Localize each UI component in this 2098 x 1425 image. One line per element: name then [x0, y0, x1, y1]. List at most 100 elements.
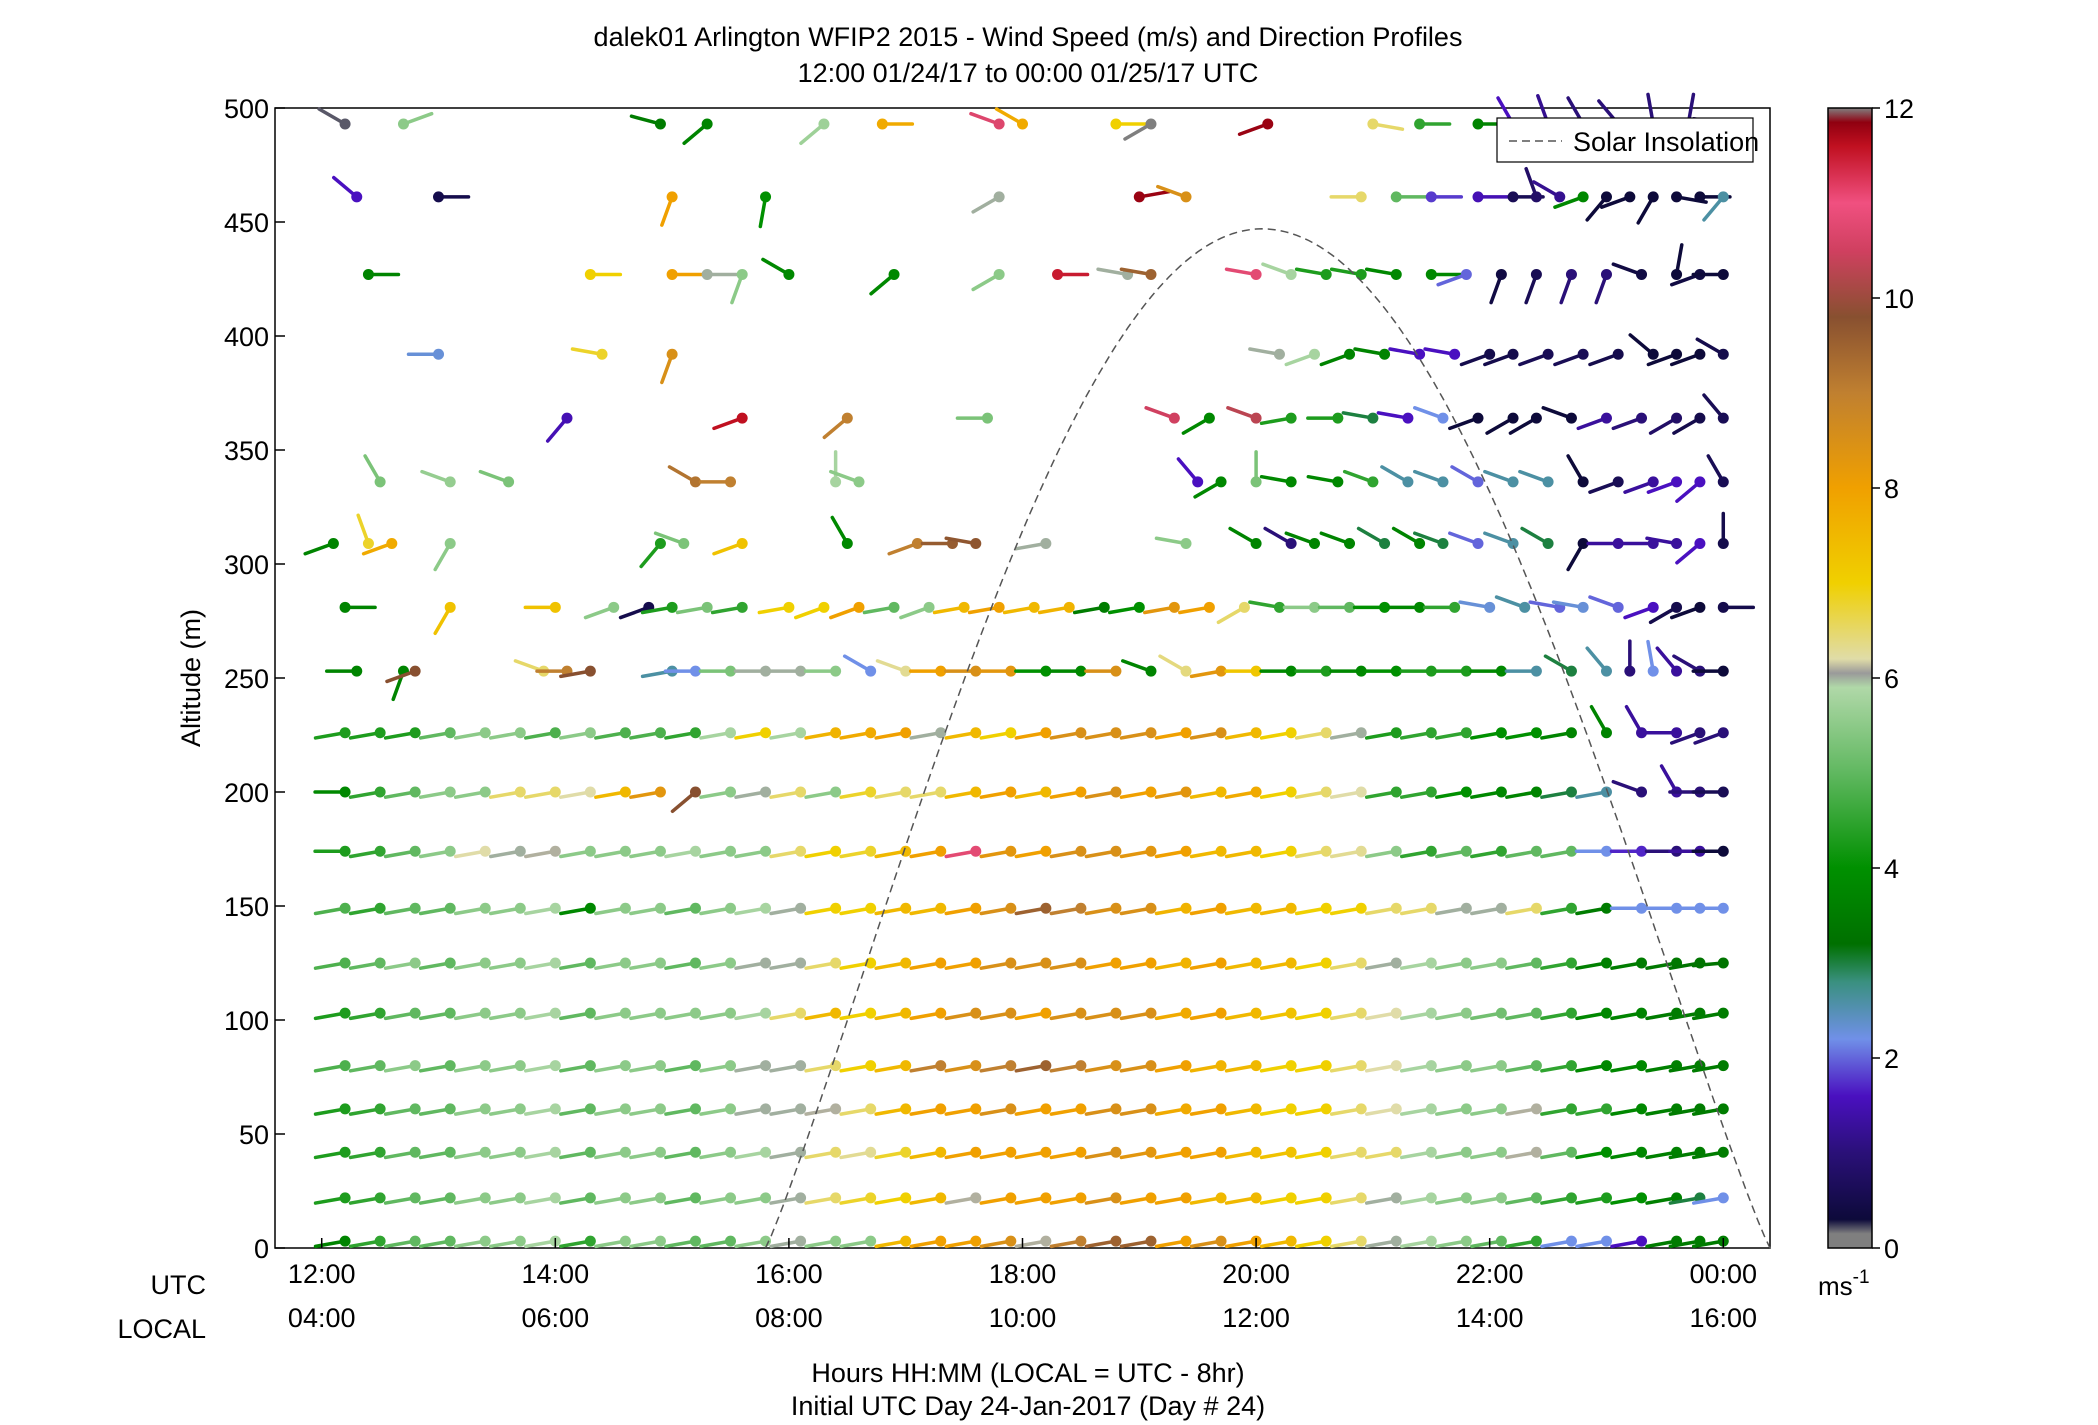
wind-barb-dot [1460, 1007, 1472, 1019]
wind-barb [1435, 727, 1472, 740]
wind-barb [830, 515, 853, 549]
wind-barb [1717, 511, 1729, 549]
wind-barb-dot [1425, 191, 1437, 203]
wind-barb [1329, 786, 1367, 799]
wind-barb-dot [433, 191, 445, 203]
x-tick-label-utc: 20:00 [1222, 1259, 1290, 1289]
wind-barb [1224, 727, 1262, 740]
x-tick-label-local: 16:00 [1689, 1303, 1757, 1333]
wind-barb-dot [1344, 537, 1356, 549]
wind-barb-dot [760, 191, 772, 203]
wind-barb [1566, 537, 1589, 572]
wind-barb [699, 1060, 737, 1073]
wind-barb-dot [1285, 1007, 1297, 1019]
wind-barb-dot [1647, 601, 1659, 613]
wind-barb [1364, 1060, 1402, 1073]
wind-barb-dot [1320, 902, 1332, 914]
wind-barb [1505, 902, 1542, 916]
wind-barb-dot [1530, 665, 1542, 677]
wind-barb [488, 1146, 526, 1160]
wind-barb [1154, 845, 1192, 859]
x-row-label-local: LOCAL [117, 1314, 206, 1344]
wind-barb-dot [1215, 1235, 1227, 1247]
wind-barb-dot [1075, 902, 1087, 914]
wind-barb [1655, 646, 1683, 677]
wind-barb-dot [1192, 476, 1204, 488]
y-tick-label: 50 [239, 1120, 269, 1150]
wind-barb-dot [374, 957, 386, 969]
wind-barb [433, 601, 456, 636]
wind-barb-dot [549, 1060, 561, 1072]
wind-barb-dot [444, 727, 456, 739]
wind-barb [698, 476, 737, 488]
wind-barb [1691, 902, 1729, 914]
wind-barb [383, 1192, 421, 1205]
wind-barb [1119, 845, 1157, 859]
wind-barb [433, 537, 456, 572]
wind-barb [1121, 659, 1157, 677]
wind-barb [1049, 1146, 1087, 1160]
wind-barb-dot [549, 1192, 561, 1204]
wind-barb-dot [1308, 601, 1320, 613]
wind-barb-dot [830, 1060, 842, 1072]
wind-barb-dot [1647, 348, 1659, 360]
wind-barb [944, 1007, 982, 1021]
wind-barb-dot [479, 1146, 491, 1158]
wind-barb [971, 268, 1005, 292]
wind-barb-dot [654, 118, 666, 130]
wind-barb [1505, 1192, 1542, 1205]
wind-barb [1226, 406, 1262, 424]
wind-barb-dot [1390, 191, 1402, 203]
wind-barb [842, 654, 877, 677]
wind-barb [1228, 526, 1262, 549]
wind-barb-dot [1180, 1103, 1192, 1115]
wind-barb-dot [1133, 601, 1145, 613]
wind-barb [1364, 1192, 1402, 1205]
wind-barb-dot [1671, 476, 1683, 488]
wind-barb [1224, 1146, 1262, 1160]
wind-barb [1399, 727, 1437, 740]
wind-barb-dot [1250, 902, 1262, 914]
wind-barb [524, 1146, 561, 1160]
wind-barb [1364, 1146, 1402, 1160]
wind-barb-dot [1460, 957, 1472, 969]
colorbar: 0 2 4 6 8 10 12 ms-1 [1818, 94, 1914, 1301]
wind-barb [639, 537, 666, 569]
wind-barb-dot [514, 1060, 526, 1072]
wind-barb-dot [1133, 191, 1145, 203]
wind-barb-dot [1472, 412, 1484, 424]
wind-barb [383, 1235, 421, 1249]
wind-barb-dot [549, 601, 561, 613]
wind-barb-dot [1180, 786, 1192, 798]
wind-barb [1154, 1192, 1192, 1205]
wind-barb [699, 957, 737, 970]
wind-barb-dot [1636, 412, 1648, 424]
wind-barb [1084, 786, 1122, 799]
wind-barb-dot [1332, 412, 1344, 424]
wind-barb [1645, 536, 1683, 549]
wind-barb [734, 1007, 772, 1021]
wind-barb-dot [1110, 1192, 1122, 1204]
wind-barb-dot [1250, 1007, 1262, 1019]
wind-barb-dot [1717, 476, 1729, 488]
wind-barb [1586, 537, 1624, 549]
wind-barb [488, 1235, 526, 1249]
wind-barb-dot [1495, 665, 1507, 677]
wind-barb-dot [1367, 118, 1379, 130]
wind-barb [804, 1103, 842, 1116]
wind-barb-dot [1052, 268, 1064, 280]
wind-barb [1575, 1235, 1612, 1249]
wind-barb [1489, 268, 1507, 305]
wind-barb [1189, 957, 1227, 970]
wind-barb [629, 786, 666, 799]
wind-barb-dot [1145, 665, 1157, 677]
wind-barb [874, 1007, 912, 1021]
wind-barb [664, 1235, 701, 1249]
wind-barb [1189, 1235, 1227, 1249]
wind-barb-dot [514, 1235, 526, 1247]
wind-barb-dot [374, 1192, 386, 1204]
wind-barb [1599, 191, 1636, 209]
wind-barb-dot [1145, 268, 1157, 280]
wind-barb [383, 786, 421, 799]
wind-barb-dot [1671, 601, 1683, 613]
